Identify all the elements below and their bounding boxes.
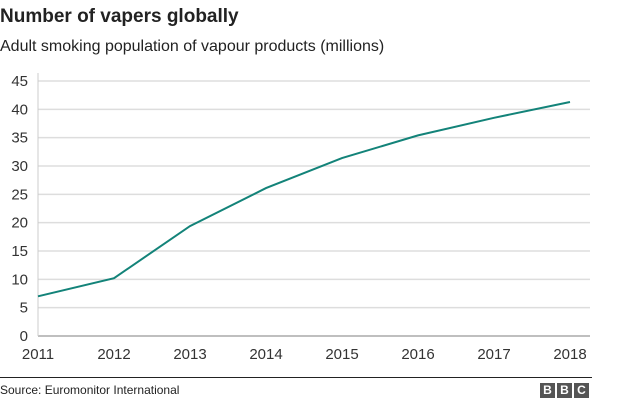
x-tick-label: 2013 [173,346,206,363]
footer-divider [0,377,592,378]
x-tick-label: 2017 [477,346,510,363]
x-tick-label: 2015 [325,346,358,363]
x-tick-label: 2014 [249,346,282,363]
y-tick-label: 45 [11,73,28,90]
series-line [37,100,571,298]
x-tick-label: 2016 [401,346,434,363]
y-tick-label: 40 [11,101,28,118]
line-chart: 0 5 10 15 20 25 30 35 40 45 2011 2012 2013 2014 2015 20… [11,73,590,363]
x-tick-label: 2012 [97,346,130,363]
chart-subtitle: Adult smoking population of vapour produ… [0,38,385,55]
chart-title: Number of vapers globally [0,6,239,27]
y-tick-label: 5 [20,300,28,317]
y-tick-label: 25 [11,186,28,203]
x-tick-label: 2011 [22,346,54,363]
y-tick-label: 0 [20,328,28,345]
y-tick-label: 20 [11,215,28,232]
y-tick-label: 10 [11,271,28,288]
y-tick-label: 15 [11,243,28,260]
x-tick-label: 2018 [553,346,586,363]
y-tick-label: 35 [11,130,28,147]
y-tick-label: 30 [11,158,28,175]
source-note: Source: Euromonitor International [0,383,180,397]
